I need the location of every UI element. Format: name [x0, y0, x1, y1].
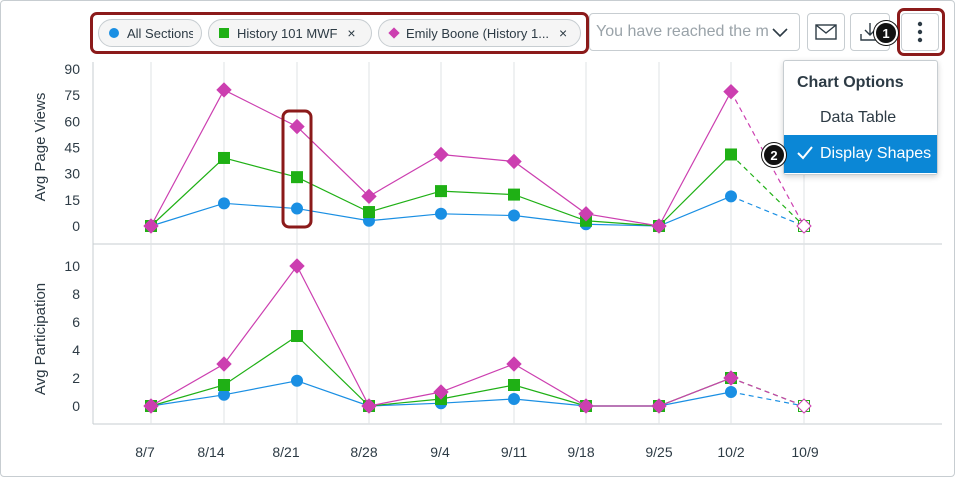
data-point — [651, 218, 667, 234]
search-placeholder: You have reached the ma — [596, 23, 768, 40]
menu-item-label: Display Shapes — [820, 145, 932, 162]
data-point — [218, 151, 230, 164]
data-point — [508, 379, 520, 391]
envelope-icon — [815, 24, 837, 40]
data-point — [578, 206, 594, 222]
data-point — [291, 374, 303, 387]
data-point — [435, 185, 447, 198]
series-dashed-segment — [730, 154, 805, 227]
data-point — [433, 384, 449, 400]
remove-filter-icon[interactable]: × — [559, 25, 568, 41]
filter-pill-student[interactable]: Emily Boone (History 1... × — [378, 19, 581, 47]
data-point — [216, 82, 232, 98]
y-tick-label: 6 — [72, 314, 80, 330]
data-point — [363, 206, 375, 219]
menu-item-display-shapes[interactable]: Display Shapes — [784, 135, 937, 173]
data-point — [796, 218, 812, 234]
highlight-box — [281, 109, 313, 229]
data-point — [216, 356, 232, 372]
chevron-down-icon — [772, 28, 788, 38]
filter-pill-all-sections[interactable]: All Sections — [98, 19, 202, 47]
data-point — [143, 218, 159, 234]
data-point — [508, 393, 520, 405]
data-point — [218, 379, 230, 391]
series-dashed-segment — [730, 391, 805, 407]
y-tick-label: 8 — [72, 286, 80, 302]
data-point — [361, 398, 377, 414]
filter-pill-label: Emily Boone (History 1... — [406, 25, 550, 41]
x-tick-label: 9/4 — [430, 444, 450, 460]
y-tick-label: 2 — [72, 370, 80, 386]
data-point — [291, 171, 303, 184]
x-tick-label: 8/7 — [135, 444, 155, 460]
data-point — [723, 83, 739, 100]
data-point — [291, 330, 303, 342]
y-tick-label: 4 — [72, 342, 80, 358]
y-tick-label: 10 — [64, 258, 80, 274]
y-tick-label: 15 — [64, 192, 80, 208]
data-point — [143, 398, 159, 414]
y-axis-title: Avg Page Views — [32, 93, 49, 202]
x-tick-label: 8/21 — [272, 444, 299, 460]
filter-pill-label: History 101 MWF — [237, 25, 338, 41]
data-point — [725, 190, 737, 203]
series-dashed-segment — [730, 195, 805, 227]
y-tick-label: 0 — [72, 218, 80, 234]
filter-pill-history-101[interactable]: History 101 MWF × — [208, 19, 372, 47]
x-tick-label: 9/11 — [501, 444, 527, 460]
x-tick-label: 8/28 — [350, 444, 377, 460]
filter-search-input[interactable]: You have reached the ma — [589, 13, 800, 51]
square-marker-icon — [219, 28, 229, 38]
data-point — [578, 398, 594, 414]
options-highlight — [897, 8, 945, 56]
data-point — [289, 118, 305, 135]
data-point — [796, 398, 812, 414]
message-button[interactable] — [807, 13, 845, 51]
circle-marker-icon — [109, 28, 119, 38]
remove-filter-icon[interactable]: × — [347, 25, 356, 41]
data-point — [289, 258, 305, 274]
data-point — [433, 146, 449, 163]
data-point — [508, 209, 520, 222]
y-tick-label: 60 — [64, 113, 80, 129]
x-tick-label: 10/2 — [717, 444, 744, 460]
menu-heading: Chart Options — [797, 74, 904, 91]
filter-pill-label: All Sections — [127, 25, 193, 41]
data-point — [218, 197, 230, 210]
data-point — [651, 398, 667, 414]
checkmark-icon — [797, 146, 813, 160]
menu-item-data-table[interactable]: Data Table — [820, 109, 897, 126]
data-point — [506, 153, 522, 170]
series-dashed-segment — [730, 377, 805, 407]
x-tick-label: 8/14 — [197, 444, 224, 460]
diamond-marker-icon — [388, 27, 400, 39]
filter-highlight — [90, 12, 589, 54]
y-tick-label: 30 — [64, 166, 80, 182]
x-tick-label: 9/25 — [645, 444, 672, 460]
x-tick-label: 9/18 — [567, 444, 594, 460]
data-point — [506, 356, 522, 372]
data-point — [361, 188, 377, 205]
y-tick-label: 90 — [64, 61, 80, 77]
data-point — [291, 202, 303, 215]
y-axis-title: Avg Participation — [32, 283, 49, 395]
x-tick-label: 10/9 — [791, 444, 818, 460]
y-tick-label: 0 — [72, 398, 80, 414]
y-tick-label: 45 — [64, 140, 80, 156]
data-point — [435, 207, 447, 220]
y-tick-label: 75 — [64, 87, 80, 103]
data-point — [725, 148, 737, 161]
chart-options-menu: Chart Options Data Table Display Shapes — [783, 60, 938, 175]
kebab-icon — [917, 21, 923, 43]
chart-options-button[interactable] — [901, 13, 939, 51]
callout-1-badge: 1 — [874, 21, 898, 45]
data-point — [508, 188, 520, 201]
callout-2-badge: 2 — [762, 143, 786, 167]
data-point — [723, 370, 739, 386]
data-point — [725, 386, 737, 398]
